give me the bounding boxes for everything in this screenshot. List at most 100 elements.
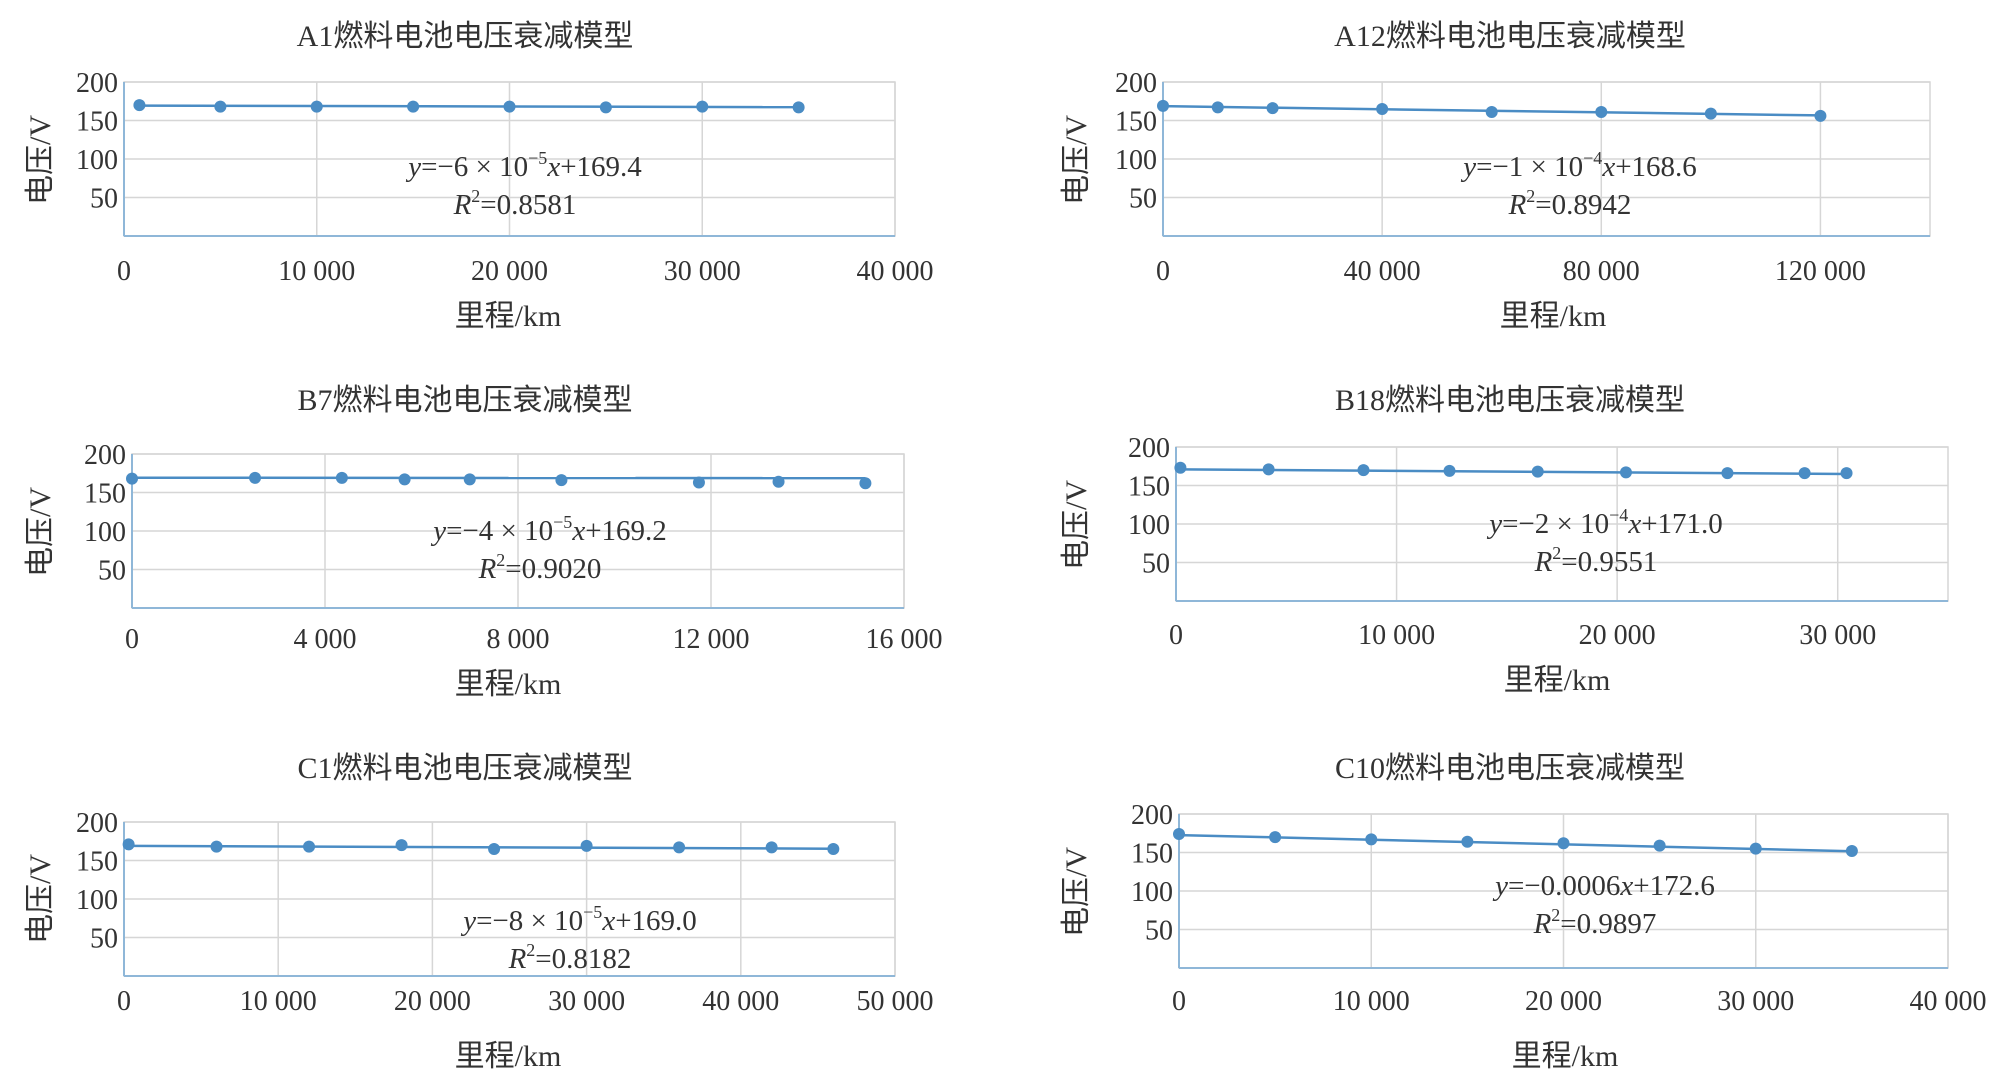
x-tick-label: 10 000	[278, 256, 355, 287]
chart-title: B7燃料电池电压衰减模型	[297, 384, 632, 417]
x-tick-label: 4 000	[294, 624, 357, 655]
data-point	[1365, 833, 1378, 846]
y-axis-title: 电压/V	[1060, 847, 1093, 937]
y-tick-label: 200	[1131, 800, 1173, 831]
y-tick-label: 50	[1145, 916, 1173, 947]
trend-equation: y=−8 × 10−5x+169.0	[460, 902, 697, 937]
chart-panel-4: B18燃料电池电压衰减模型 50 100 150 200 0 10 000 20 000 30 …	[1060, 384, 1949, 697]
y-tick-label: 50	[90, 924, 118, 955]
chart-title: A1燃料电池电压衰减模型	[297, 20, 634, 53]
y-axis-title: 电压/V	[24, 487, 57, 577]
data-point	[335, 471, 348, 484]
x-tick-label: 0	[1169, 620, 1183, 651]
data-point	[673, 841, 686, 854]
data-point	[1798, 467, 1811, 480]
x-tick-label: 40 000	[1344, 256, 1421, 287]
data-point	[692, 476, 705, 489]
x-axis-title: 里程/km	[455, 1040, 562, 1073]
y-tick-label: 50	[1129, 184, 1157, 215]
trend-equation: y=−0.0006x+172.6	[1492, 870, 1715, 902]
trend-equation: y=−2 × 10−4x+171.0	[1486, 505, 1723, 540]
y-axis-title: 电压/V	[24, 115, 57, 205]
trendline	[139, 104, 799, 109]
data-point	[1269, 831, 1282, 844]
y-tick-label: 200	[76, 68, 118, 99]
chart-title: C10燃料电池电压衰减模型	[1335, 752, 1685, 785]
x-tick-label: 10 000	[1333, 986, 1410, 1017]
data-point	[249, 471, 262, 484]
data-point	[210, 840, 223, 853]
chart-panel-5: C1燃料电池电压衰减模型 50 100 150 200 0 10 000 20 000 30 0…	[24, 752, 934, 1073]
chart-panel-2: A12燃料电池电压衰减模型 50 100 150 200 0 40 000 80 000 120…	[1060, 20, 1931, 333]
x-tick-label: 12 000	[673, 624, 750, 655]
data-point	[1211, 101, 1224, 114]
data-point	[1376, 102, 1389, 115]
y-axis-title: 电压/V	[1060, 480, 1093, 570]
data-point	[1845, 844, 1858, 857]
x-tick-label: 0	[117, 256, 131, 287]
y-tick-label: 200	[76, 808, 118, 839]
x-tick-label: 30 000	[1799, 620, 1876, 651]
chart-panel-1: A1燃料电池电压衰减模型 50 100 150 200 0 10 000 20 000 30 0…	[24, 20, 934, 333]
x-tick-label: 30 000	[1717, 986, 1794, 1017]
data-point	[1653, 839, 1666, 852]
data-point	[133, 99, 146, 112]
data-point	[792, 101, 805, 114]
x-tick-label: 0	[125, 624, 139, 655]
data-point	[126, 472, 138, 485]
data-point	[1357, 464, 1370, 477]
trend-equation: y=−6 × 10−5x+169.4	[405, 148, 642, 183]
data-point	[1814, 109, 1827, 122]
data-point	[555, 474, 568, 487]
x-tick-label: 10 000	[1358, 620, 1435, 651]
y-axis-title: 电压/V	[24, 854, 57, 944]
x-tick-label: 20 000	[1579, 620, 1656, 651]
y-tick-label: 200	[1128, 433, 1170, 464]
x-tick-label: 0	[117, 986, 131, 1017]
data-point	[214, 100, 227, 113]
data-point	[599, 101, 612, 114]
x-tick-label: 8 000	[487, 624, 550, 655]
data-point	[1157, 99, 1169, 112]
y-tick-label: 50	[1142, 549, 1170, 580]
y-tick-label: 150	[1131, 839, 1173, 870]
data-point	[1173, 828, 1185, 841]
x-tick-label: 16 000	[866, 624, 943, 655]
r-squared: R2=0.8182	[508, 940, 632, 975]
x-tick-label: 120 000	[1775, 256, 1866, 287]
data-point	[1595, 106, 1608, 119]
y-axis-title: 电压/V	[1060, 115, 1093, 205]
x-tick-label: 30 000	[664, 256, 741, 287]
x-tick-label: 30 000	[548, 986, 625, 1017]
y-tick-label: 50	[90, 184, 118, 215]
trend-equation: y=−1 × 10−4x+168.6	[1460, 148, 1697, 183]
chart-panel-6: C10燃料电池电压衰减模型 50 100 150 200 0 10 000 20 000 30 …	[1060, 752, 1987, 1073]
y-tick-label: 150	[1128, 472, 1170, 503]
data-point	[1749, 842, 1762, 855]
y-tick-label: 150	[76, 107, 118, 138]
data-point	[696, 100, 709, 113]
data-point	[1704, 107, 1717, 120]
trendline	[128, 844, 834, 850]
r-squared: R2=0.9551	[1534, 543, 1658, 578]
data-point	[1266, 102, 1279, 115]
x-axis-title: 里程/km	[1512, 1040, 1619, 1073]
x-axis-title: 里程/km	[1504, 664, 1611, 697]
data-point	[1721, 467, 1734, 480]
data-point	[1174, 461, 1187, 474]
r-squared: R2=0.9020	[478, 550, 602, 585]
data-point	[310, 100, 323, 113]
r-squared: R2=0.8942	[1508, 186, 1632, 221]
data-point	[503, 100, 516, 113]
data-point	[1619, 466, 1632, 479]
data-point	[1485, 106, 1498, 119]
data-point	[1461, 835, 1474, 848]
data-point	[859, 477, 872, 490]
x-tick-label: 40 000	[857, 256, 934, 287]
x-axis-title: 里程/km	[455, 668, 562, 701]
trendline	[1180, 468, 1847, 476]
x-axis-title: 里程/km	[1500, 300, 1607, 333]
r-squared: R2=0.8581	[453, 186, 577, 221]
data-point	[580, 839, 593, 852]
data-point	[395, 839, 408, 852]
